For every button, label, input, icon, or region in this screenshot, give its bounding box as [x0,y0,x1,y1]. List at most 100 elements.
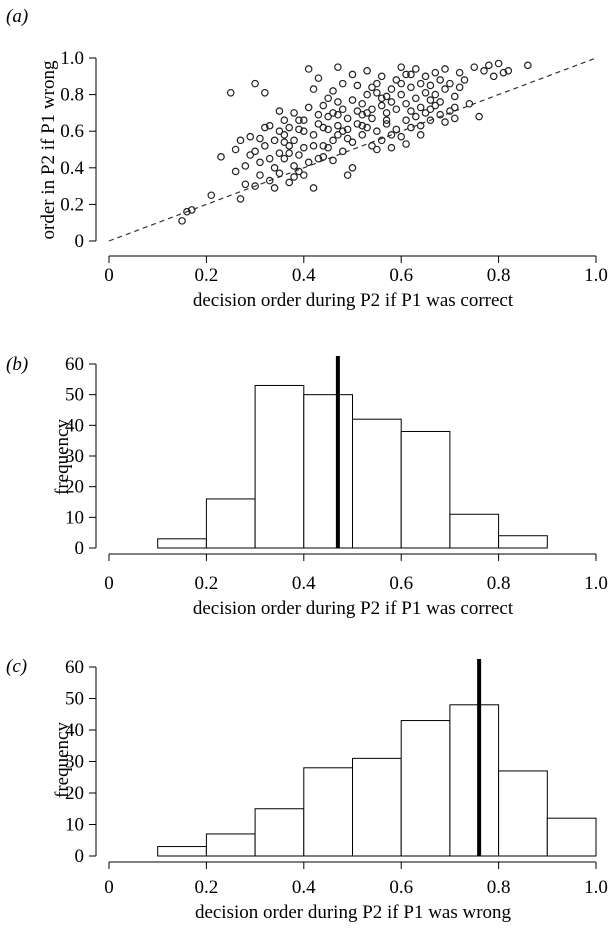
scatter-point [261,123,269,132]
scatter-point [338,127,347,136]
histogram-bar [546,817,597,857]
histogram-bar [157,846,207,857]
scatter-point [494,59,503,68]
scatter-point [295,116,303,125]
scatter-point [450,103,459,112]
panel-c-bars [157,659,597,857]
scatter-point [275,149,284,157]
scatter-point [275,169,284,178]
y-tick-label: 40 [65,720,84,741]
scatter-point [324,125,332,134]
scatter-point [489,72,498,81]
x-tick-label: 0.4 [292,573,316,594]
scatter-point [421,88,430,97]
scatter-point [285,123,293,132]
scatter-point [436,98,444,106]
y-tick-label: 0 [75,231,85,252]
x-tick-label: 0 [104,265,114,286]
y-tick-label: 0.8 [60,85,84,106]
scatter-point [314,74,323,82]
scatter-point [324,94,332,103]
scatter-point [407,70,415,79]
scatter-point [407,107,415,115]
scatter-point [334,98,342,106]
scatter-point [377,72,386,81]
panel-a-points [108,57,597,242]
scatter-point [348,96,357,104]
scatter-point [304,158,313,167]
scatter-point [402,70,410,79]
scatter-point [236,136,245,145]
scatter-point [416,79,425,88]
scatter-point [368,105,376,114]
scatter-point [270,164,279,172]
x-tick-label: 0.6 [389,265,413,286]
scatter-point [402,99,410,108]
scatter-point [299,116,308,125]
scatter-point [441,85,449,93]
y-tick-label: 60 [65,354,84,375]
scatter-point [412,112,420,121]
scatter-point [187,206,196,214]
scatter-point [280,116,289,125]
scatter-point [319,101,328,110]
scatter-point [373,145,381,154]
scatter-point [426,105,435,114]
histogram-bar [498,770,548,857]
scatter-point [416,121,425,130]
scatter-point [314,120,323,128]
scatter-point [499,68,508,77]
scatter-point [412,65,420,73]
scatter-point [329,109,337,117]
scatter-point [382,120,391,128]
histogram-bar [352,418,402,549]
scatter-point [231,145,240,154]
x-tick-label: 0.2 [195,877,219,898]
scatter-point [270,184,279,192]
y-tick-label: 60 [65,657,84,678]
scatter-point [446,107,454,115]
scatter-point [256,171,264,179]
scatter-point [280,154,289,163]
y-tick-label: 0.2 [60,194,84,215]
scatter-point [368,114,376,123]
scatter-point [348,70,357,79]
y-tick-label: 10 [65,815,84,836]
x-tick-label: 0.8 [487,877,511,898]
panel-b-label: (b) [6,354,28,375]
x-tick-label: 0.6 [389,877,413,898]
scatter-point [373,79,381,88]
panel-a-scatter: (a) order in P2 if P1 wrong decision ord… [6,6,608,311]
scatter-point [295,125,303,134]
scatter-point [309,184,318,192]
y-tick-label: 30 [65,752,84,773]
scatter-point [377,101,386,110]
y-tick-label: 20 [65,783,84,804]
scatter-point [183,207,191,216]
scatter-point [416,131,425,139]
scatter-point [387,85,396,93]
scatter-point [363,109,371,117]
panel-a-axes: 0 0.2 0.4 0.6 0.8 1.0 0 0.2 0.4 0.6 0.8 1.0 [60,48,608,286]
panel-a-xlabel: decision order during P2 if P1 was corre… [193,290,514,311]
scatter-point [450,114,459,123]
scatter-point [387,131,396,139]
histogram-bar [352,757,402,857]
scatter-point [261,142,269,150]
panel-c-xlabel: decision order during P2 if P1 was wrong [195,902,512,923]
scatter-point [382,116,391,125]
scatter-point [207,191,216,200]
scatter-point [334,110,342,119]
scatter-point [436,76,444,84]
scatter-point [226,88,235,97]
scatter-point [407,123,415,132]
panel-b-axes: 0 10 20 30 40 50 60 0 0.2 0.4 0.6 0.8 1.0 [65,354,608,594]
scatter-point [290,136,298,145]
scatter-point [314,154,323,163]
scatter-point [377,136,386,145]
scatter-point [324,143,332,152]
scatter-point [275,127,284,136]
x-tick-label: 0.2 [195,265,219,286]
scatter-point [431,68,440,77]
